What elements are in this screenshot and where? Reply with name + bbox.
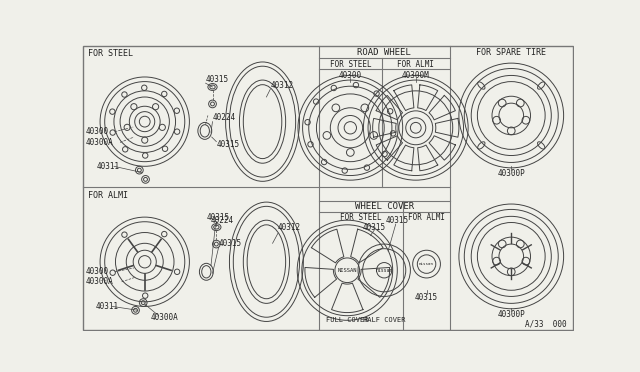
Text: 40315: 40315 xyxy=(219,239,242,248)
Text: ROAD WHEEL: ROAD WHEEL xyxy=(357,48,411,57)
Text: 40300A: 40300A xyxy=(151,314,179,323)
Text: HALF COVER: HALF COVER xyxy=(363,317,406,323)
Text: 40315: 40315 xyxy=(386,216,409,225)
Text: 40311: 40311 xyxy=(95,302,118,311)
Text: FOR SPARE TIRE: FOR SPARE TIRE xyxy=(476,48,547,57)
Text: NISSAN: NISSAN xyxy=(337,268,357,273)
Text: nissan: nissan xyxy=(376,268,393,273)
Text: 40312: 40312 xyxy=(278,224,301,232)
Text: FOR STEEL: FOR STEEL xyxy=(340,213,382,222)
Text: FOR STEEL: FOR STEEL xyxy=(88,49,132,58)
Text: 40315: 40315 xyxy=(415,293,438,302)
Text: 40300M: 40300M xyxy=(402,71,429,80)
Text: 40300A: 40300A xyxy=(86,277,113,286)
Text: A/33  000: A/33 000 xyxy=(525,320,566,328)
Text: 40300: 40300 xyxy=(86,267,109,276)
Text: 40224: 40224 xyxy=(212,113,236,122)
Text: 40300: 40300 xyxy=(86,127,109,136)
Text: WHEEL COVER: WHEEL COVER xyxy=(355,202,414,211)
Text: 40300P: 40300P xyxy=(497,169,525,178)
Text: 40224: 40224 xyxy=(210,216,234,225)
Text: 40315: 40315 xyxy=(216,140,239,149)
Text: 40300A: 40300A xyxy=(86,138,113,147)
Text: 40312: 40312 xyxy=(270,81,293,90)
Text: FOR ALMI: FOR ALMI xyxy=(397,60,435,69)
Text: 40300: 40300 xyxy=(339,71,362,80)
Text: FOR ALMI: FOR ALMI xyxy=(408,213,445,222)
Text: 40315: 40315 xyxy=(363,222,386,232)
Text: FOR STEEL: FOR STEEL xyxy=(330,60,371,69)
Text: 40315: 40315 xyxy=(205,75,228,84)
Text: 40311: 40311 xyxy=(97,162,120,171)
Text: FOR ALMI: FOR ALMI xyxy=(88,191,128,200)
Text: FULL COVER: FULL COVER xyxy=(326,317,369,323)
Text: 40300P: 40300P xyxy=(497,310,525,319)
Text: 40315: 40315 xyxy=(206,214,230,222)
Text: nissan: nissan xyxy=(419,262,434,266)
